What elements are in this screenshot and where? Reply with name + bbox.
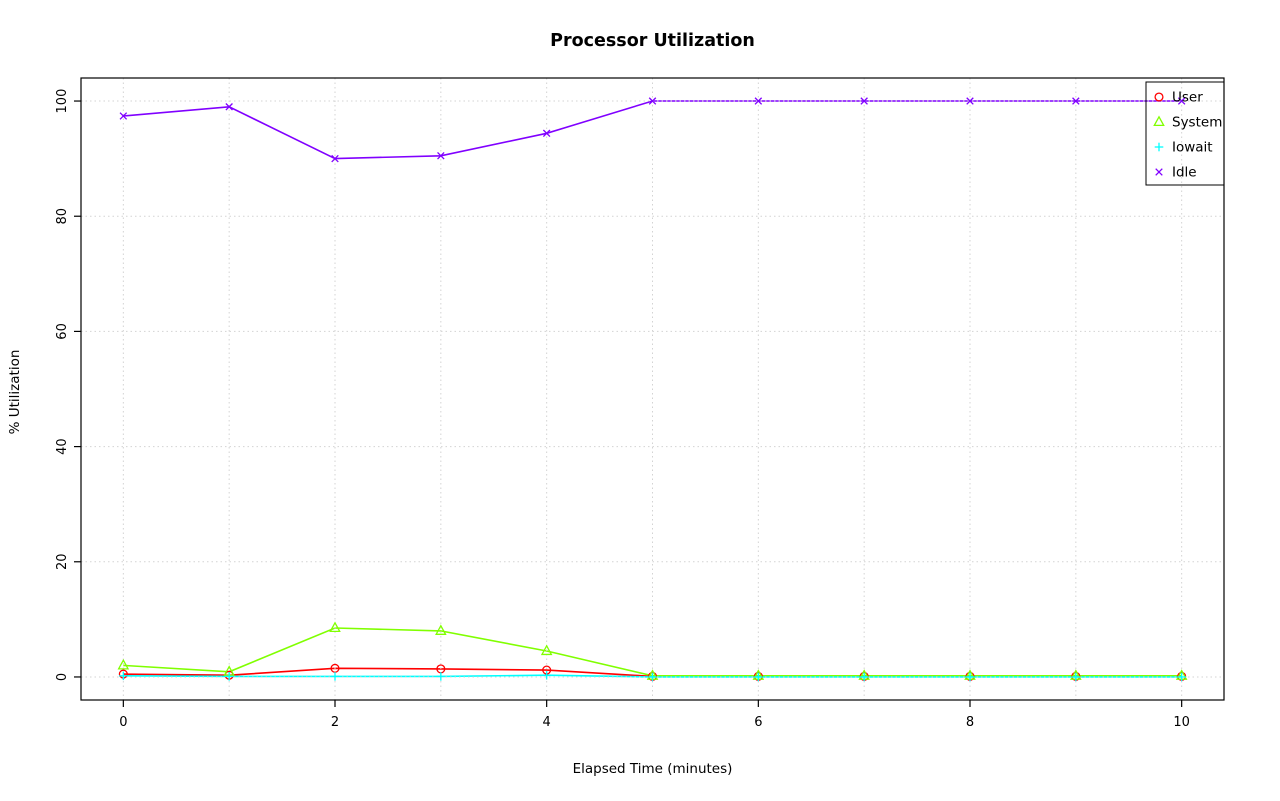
x-axis-label: Elapsed Time (minutes) (572, 761, 733, 777)
y-tick-label: 100 (55, 89, 70, 114)
y-axis-label: % Utilization (7, 349, 23, 435)
x-tick-label: 8 (966, 715, 974, 730)
x-tick-label: 10 (1173, 715, 1190, 730)
y-tick-label: 40 (55, 438, 70, 455)
legend: User System Iowait Idle (1145, 81, 1225, 186)
y-tick-label: 80 (55, 208, 70, 225)
series-points (117, 97, 1188, 682)
series-points-iowait (119, 670, 1186, 682)
chart-title: Processor Utilization (550, 31, 755, 51)
x-tick-label: 6 (754, 715, 762, 730)
plot-border (80, 77, 1225, 701)
legend-item-user: User (1154, 90, 1203, 106)
legend-item-system: System (1153, 115, 1222, 131)
y-tick-label: 0 (55, 673, 70, 681)
y-tick-label: 60 (55, 323, 70, 340)
grid-lines (81, 78, 1224, 700)
legend-label: User (1172, 90, 1203, 106)
series-points-idle (119, 97, 1186, 163)
legend-item-iowait: Iowait (1154, 140, 1213, 156)
x-tick-label: 2 (331, 715, 339, 730)
legend-label: Idle (1172, 165, 1197, 181)
legend-label: Iowait (1172, 140, 1213, 156)
x-tick-label: 4 (543, 715, 551, 730)
legend-item-idle: Idle (1155, 165, 1197, 181)
legend-label: System (1172, 115, 1222, 131)
x-tick-label: 0 (119, 715, 127, 730)
y-tick-label: 20 (55, 554, 70, 571)
legend-box (1145, 81, 1225, 186)
